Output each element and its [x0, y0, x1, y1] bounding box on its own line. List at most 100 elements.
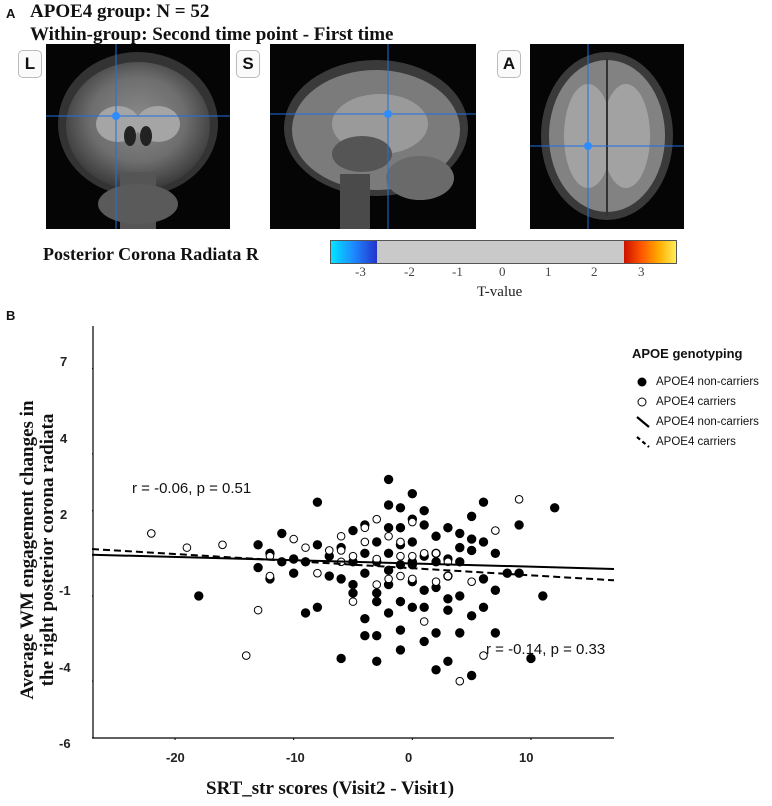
- view-label-left: L: [18, 50, 42, 78]
- data-point-noncarrier: [455, 542, 465, 553]
- data-point-carrier: [455, 676, 465, 686]
- x-tick-label: 0: [405, 750, 413, 765]
- data-point-carrier: [265, 571, 275, 581]
- data-point-noncarrier: [526, 653, 536, 664]
- data-point-carrier: [360, 523, 370, 533]
- dashed-line-icon: [636, 436, 650, 448]
- fit-line-noncarriers: [92, 553, 615, 570]
- data-point-noncarrier: [372, 631, 382, 641]
- data-point-noncarrier: [419, 505, 429, 516]
- data-point-carrier: [348, 551, 358, 561]
- y-axis-title-line1: Average WM engagement changes in: [17, 400, 38, 700]
- data-point-carrier: [313, 568, 322, 578]
- legend-item: APOE4 non-carriers: [636, 412, 770, 432]
- data-point-noncarrier: [360, 568, 370, 578]
- colorbar-tick: 2: [591, 264, 598, 279]
- data-point-noncarrier: [490, 585, 501, 595]
- data-point-noncarrier: [514, 568, 524, 578]
- data-point-noncarrier: [372, 537, 382, 547]
- data-point-noncarrier: [538, 591, 548, 601]
- data-point-noncarrier: [490, 628, 501, 638]
- data-point-carrier: [301, 543, 310, 552]
- legend-item-label: APOE4 carriers: [656, 436, 736, 448]
- data-point-noncarrier: [312, 602, 323, 612]
- data-point-noncarrier: [419, 602, 429, 612]
- data-point-noncarrier: [455, 591, 465, 601]
- panel-a-title-line2: Within-group: Second time point - First …: [30, 24, 394, 45]
- data-point-noncarrier: [407, 488, 418, 499]
- view-label-superior: S: [236, 50, 260, 78]
- data-point-noncarrier: [490, 548, 501, 559]
- scatter-plot: [92, 326, 615, 740]
- data-point-noncarrier: [383, 608, 394, 618]
- data-point-noncarrier: [478, 602, 489, 612]
- colorbar-ticks: -3 -2 -1 0 1 2 3: [330, 264, 675, 282]
- data-point-noncarrier: [383, 548, 394, 559]
- data-point-carrier: [431, 577, 441, 587]
- colorbar-tick: 0: [499, 264, 506, 279]
- panel-a-title-line1: APOE4 group: N = 52: [30, 1, 210, 22]
- legend-item-label: APOE4 non-carriers: [656, 376, 759, 388]
- data-point-noncarrier: [372, 588, 382, 598]
- data-point-noncarrier: [395, 523, 406, 533]
- x-tick-label: -10: [286, 750, 305, 765]
- data-point-noncarrier: [443, 594, 453, 604]
- filled-circle-marker-icon: [637, 377, 647, 387]
- y-tick-label: 4: [60, 431, 68, 446]
- legend-item: APOE4 carriers: [636, 432, 770, 452]
- data-point-carrier: [289, 534, 298, 544]
- data-point-carrier: [348, 597, 358, 606]
- view-label-anterior: A: [497, 50, 521, 78]
- data-point-carrier: [431, 549, 441, 558]
- data-point-carrier: [419, 617, 429, 626]
- y-tick-label: -4: [59, 660, 71, 675]
- annotation-carriers: r = -0.14, p = 0.33: [486, 641, 606, 658]
- solid-line-icon: [636, 416, 650, 428]
- data-point-noncarrier: [395, 645, 406, 655]
- data-point-carrier: [479, 651, 488, 660]
- data-point-noncarrier: [514, 520, 524, 530]
- data-point-carrier: [408, 574, 417, 584]
- panel-a-label: A: [6, 6, 16, 21]
- data-point-noncarrier: [443, 605, 453, 615]
- data-point-carrier: [360, 537, 370, 547]
- data-point-noncarrier: [194, 591, 204, 601]
- data-point-noncarrier: [431, 628, 441, 638]
- data-point-noncarrier: [360, 631, 370, 641]
- data-point-noncarrier: [300, 608, 311, 618]
- data-point-noncarrier: [443, 656, 453, 666]
- data-point-noncarrier: [419, 520, 429, 530]
- data-point-carrier: [408, 551, 417, 561]
- data-point-noncarrier: [407, 602, 418, 612]
- data-point-carrier: [384, 531, 393, 541]
- data-point-noncarrier: [419, 636, 429, 647]
- data-point-noncarrier: [419, 585, 429, 595]
- data-point-carrier: [514, 495, 524, 504]
- colorbar-tick: 1: [545, 264, 552, 279]
- data-point-noncarrier: [288, 568, 299, 578]
- colorbar-tick: -1: [452, 264, 463, 279]
- data-point-noncarrier: [312, 540, 323, 550]
- data-point-noncarrier: [431, 531, 441, 541]
- y-tick-label: -6: [59, 736, 71, 751]
- data-point-noncarrier: [348, 579, 358, 590]
- data-point-noncarrier: [466, 670, 477, 681]
- fit-line-carriers: [92, 548, 615, 582]
- data-point-noncarrier: [443, 523, 453, 533]
- data-point-carrier: [324, 546, 334, 555]
- data-point-carrier: [336, 531, 346, 541]
- data-point-noncarrier: [407, 537, 418, 547]
- data-point-noncarrier: [395, 625, 406, 635]
- data-point-carrier: [491, 526, 500, 535]
- data-point-carrier: [336, 546, 346, 555]
- x-tick-label: 10: [519, 750, 534, 765]
- data-point-noncarrier: [348, 525, 358, 536]
- legend-item-label: APOE4 carriers: [656, 396, 736, 408]
- data-point-noncarrier: [336, 574, 346, 584]
- data-point-carrier: [182, 543, 192, 552]
- data-point-carrier: [253, 605, 263, 615]
- legend-item-label: APOE4 non-carriers: [656, 416, 759, 428]
- panel-b-label: B: [6, 308, 16, 323]
- data-point-noncarrier: [478, 537, 489, 547]
- data-point-noncarrier: [395, 596, 406, 607]
